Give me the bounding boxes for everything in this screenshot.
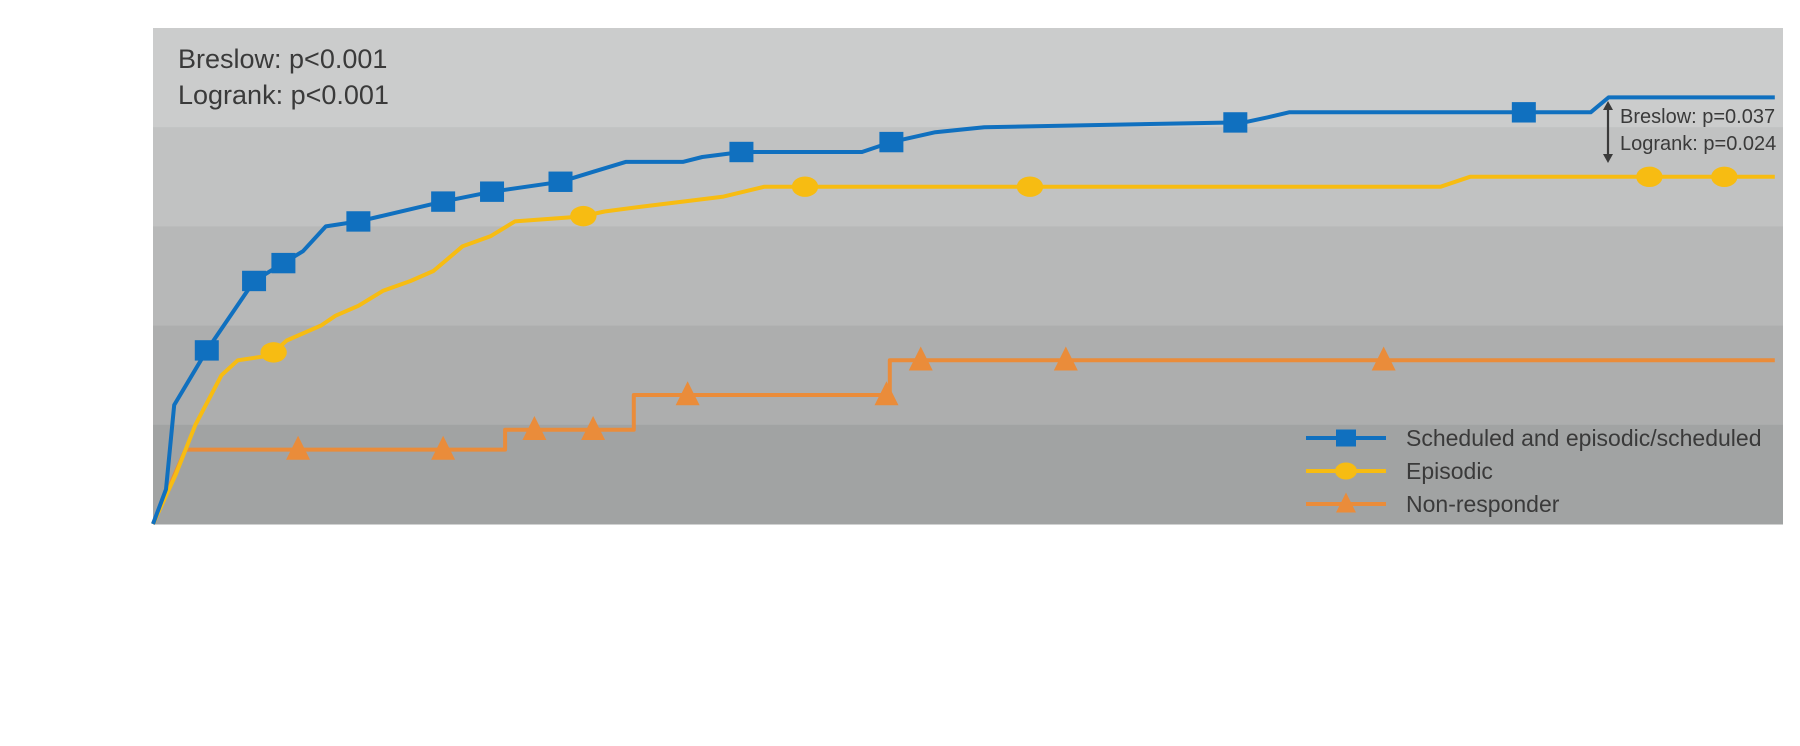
series-0-square-marker (271, 252, 296, 274)
series-0-square-marker (879, 131, 904, 153)
series-2-triangle-marker (1053, 346, 1078, 371)
legend-label: Episodic (1406, 458, 1493, 484)
series-1-circle-marker (791, 176, 819, 197)
legend-square-marker (1336, 429, 1356, 447)
series-2-triangle-marker (522, 415, 547, 440)
series-0-square-marker (729, 141, 754, 163)
pairwise-test-logrank: Logrank: p=0.024 (1620, 133, 1776, 155)
series-2-triangle-marker (286, 435, 311, 460)
legend-circle-marker (1335, 462, 1357, 480)
series-1-circle-marker (260, 342, 287, 363)
series-2-triangle-marker (874, 381, 899, 406)
series-line-1 (151, 174, 1775, 525)
series-0-square-marker (242, 270, 267, 292)
series-0-square-marker (1511, 102, 1536, 123)
series-0-square-marker (431, 191, 456, 212)
series-0-square-marker (548, 171, 573, 192)
series-1-circle-marker (1636, 166, 1663, 187)
series-2-triangle-marker (675, 381, 700, 406)
series-2-triangle-marker (431, 435, 456, 460)
markers-layer (194, 102, 1738, 460)
series-1-circle-marker (1016, 176, 1044, 197)
legend-label: Non-responder (1406, 491, 1560, 517)
series-1-circle-marker (1711, 166, 1738, 187)
legend-triangle-marker (1336, 492, 1356, 513)
series-2-triangle-marker (581, 415, 606, 440)
pairwise-arrow-up-icon (1603, 101, 1613, 110)
background-band (153, 325, 1783, 426)
legend: Scheduled and episodic/scheduled Episodic… (1306, 425, 1762, 517)
series-line-0 (151, 95, 1775, 525)
pairwise-arrow-down-icon (1603, 154, 1613, 163)
series-0-square-marker (194, 340, 219, 361)
series-0-square-marker (1223, 112, 1248, 133)
overall-test-logrank: Logrank: p<0.001 (178, 80, 389, 110)
background-band (153, 424, 1783, 525)
series-2-triangle-marker (1371, 346, 1396, 371)
background-band (153, 226, 1783, 327)
overall-test-breslow: Breslow: p<0.001 (178, 44, 387, 74)
legend-label: Scheduled and episodic/scheduled (1406, 425, 1762, 451)
series-0-square-marker (480, 181, 505, 202)
series-2-triangle-marker (908, 346, 933, 371)
pairwise-test-breslow: Breslow: p=0.037 (1620, 106, 1775, 128)
pairwise-bracket (1603, 101, 1613, 163)
series-1-circle-marker (570, 205, 597, 227)
series-0-square-marker (346, 211, 371, 232)
